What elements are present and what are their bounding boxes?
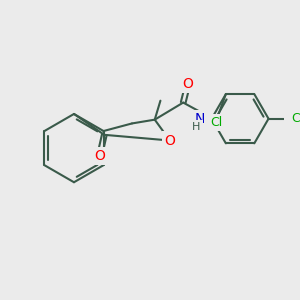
Text: N: N (195, 112, 206, 126)
Text: H: H (192, 122, 201, 132)
Text: O: O (164, 134, 175, 148)
Text: Cl: Cl (210, 116, 223, 129)
Text: Cl: Cl (291, 112, 300, 125)
Text: O: O (182, 76, 194, 91)
Text: O: O (94, 149, 105, 163)
